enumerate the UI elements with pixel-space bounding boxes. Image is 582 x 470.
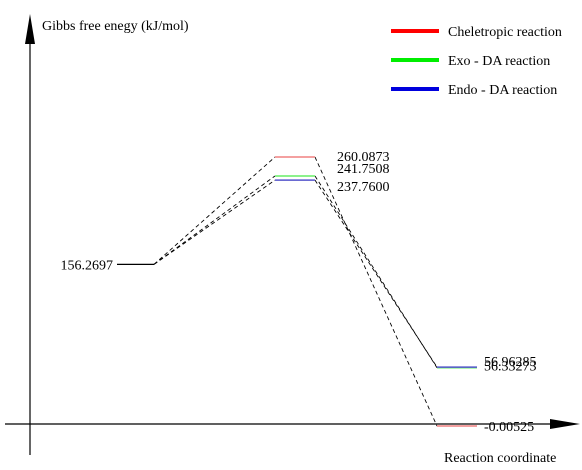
ts-value-label-0: 260.0873 bbox=[337, 150, 390, 165]
levels bbox=[117, 156, 477, 427]
y-axis-label: Gibbs free enegy (kJ/mol) bbox=[42, 19, 189, 34]
legend-label-0: Cheletropic reaction bbox=[448, 25, 562, 40]
legend: Cheletropic reaction Exo - DA reaction End… bbox=[391, 25, 562, 98]
connector-1-rise bbox=[153, 175, 276, 265]
x-axis-arrow bbox=[550, 419, 580, 429]
product-value-label-1: 56.33273 bbox=[484, 360, 537, 375]
legend-label-2: Endo - DA reaction bbox=[448, 83, 557, 98]
connector-2-fall bbox=[314, 179, 438, 368]
value-labels: 156.2697 260.0873 -0.00525 241.7508 56.33273… bbox=[61, 150, 537, 435]
connector-2-rise bbox=[153, 179, 276, 265]
reactant-value-label: 156.2697 bbox=[61, 258, 114, 273]
connector-0-fall bbox=[314, 156, 438, 427]
y-axis-arrow bbox=[25, 14, 35, 44]
ts-value-label-2: 237.7600 bbox=[337, 180, 390, 195]
connector-0-rise bbox=[153, 156, 276, 265]
legend-label-1: Exo - DA reaction bbox=[448, 54, 550, 69]
connectors bbox=[153, 156, 438, 427]
x-axis-label: Reaction coordinate bbox=[444, 451, 556, 466]
product-value-label-0: -0.00525 bbox=[484, 420, 534, 435]
ts-value-label-1: 241.7508 bbox=[337, 162, 390, 177]
product-value-label-2: 56.96285 bbox=[484, 355, 537, 370]
